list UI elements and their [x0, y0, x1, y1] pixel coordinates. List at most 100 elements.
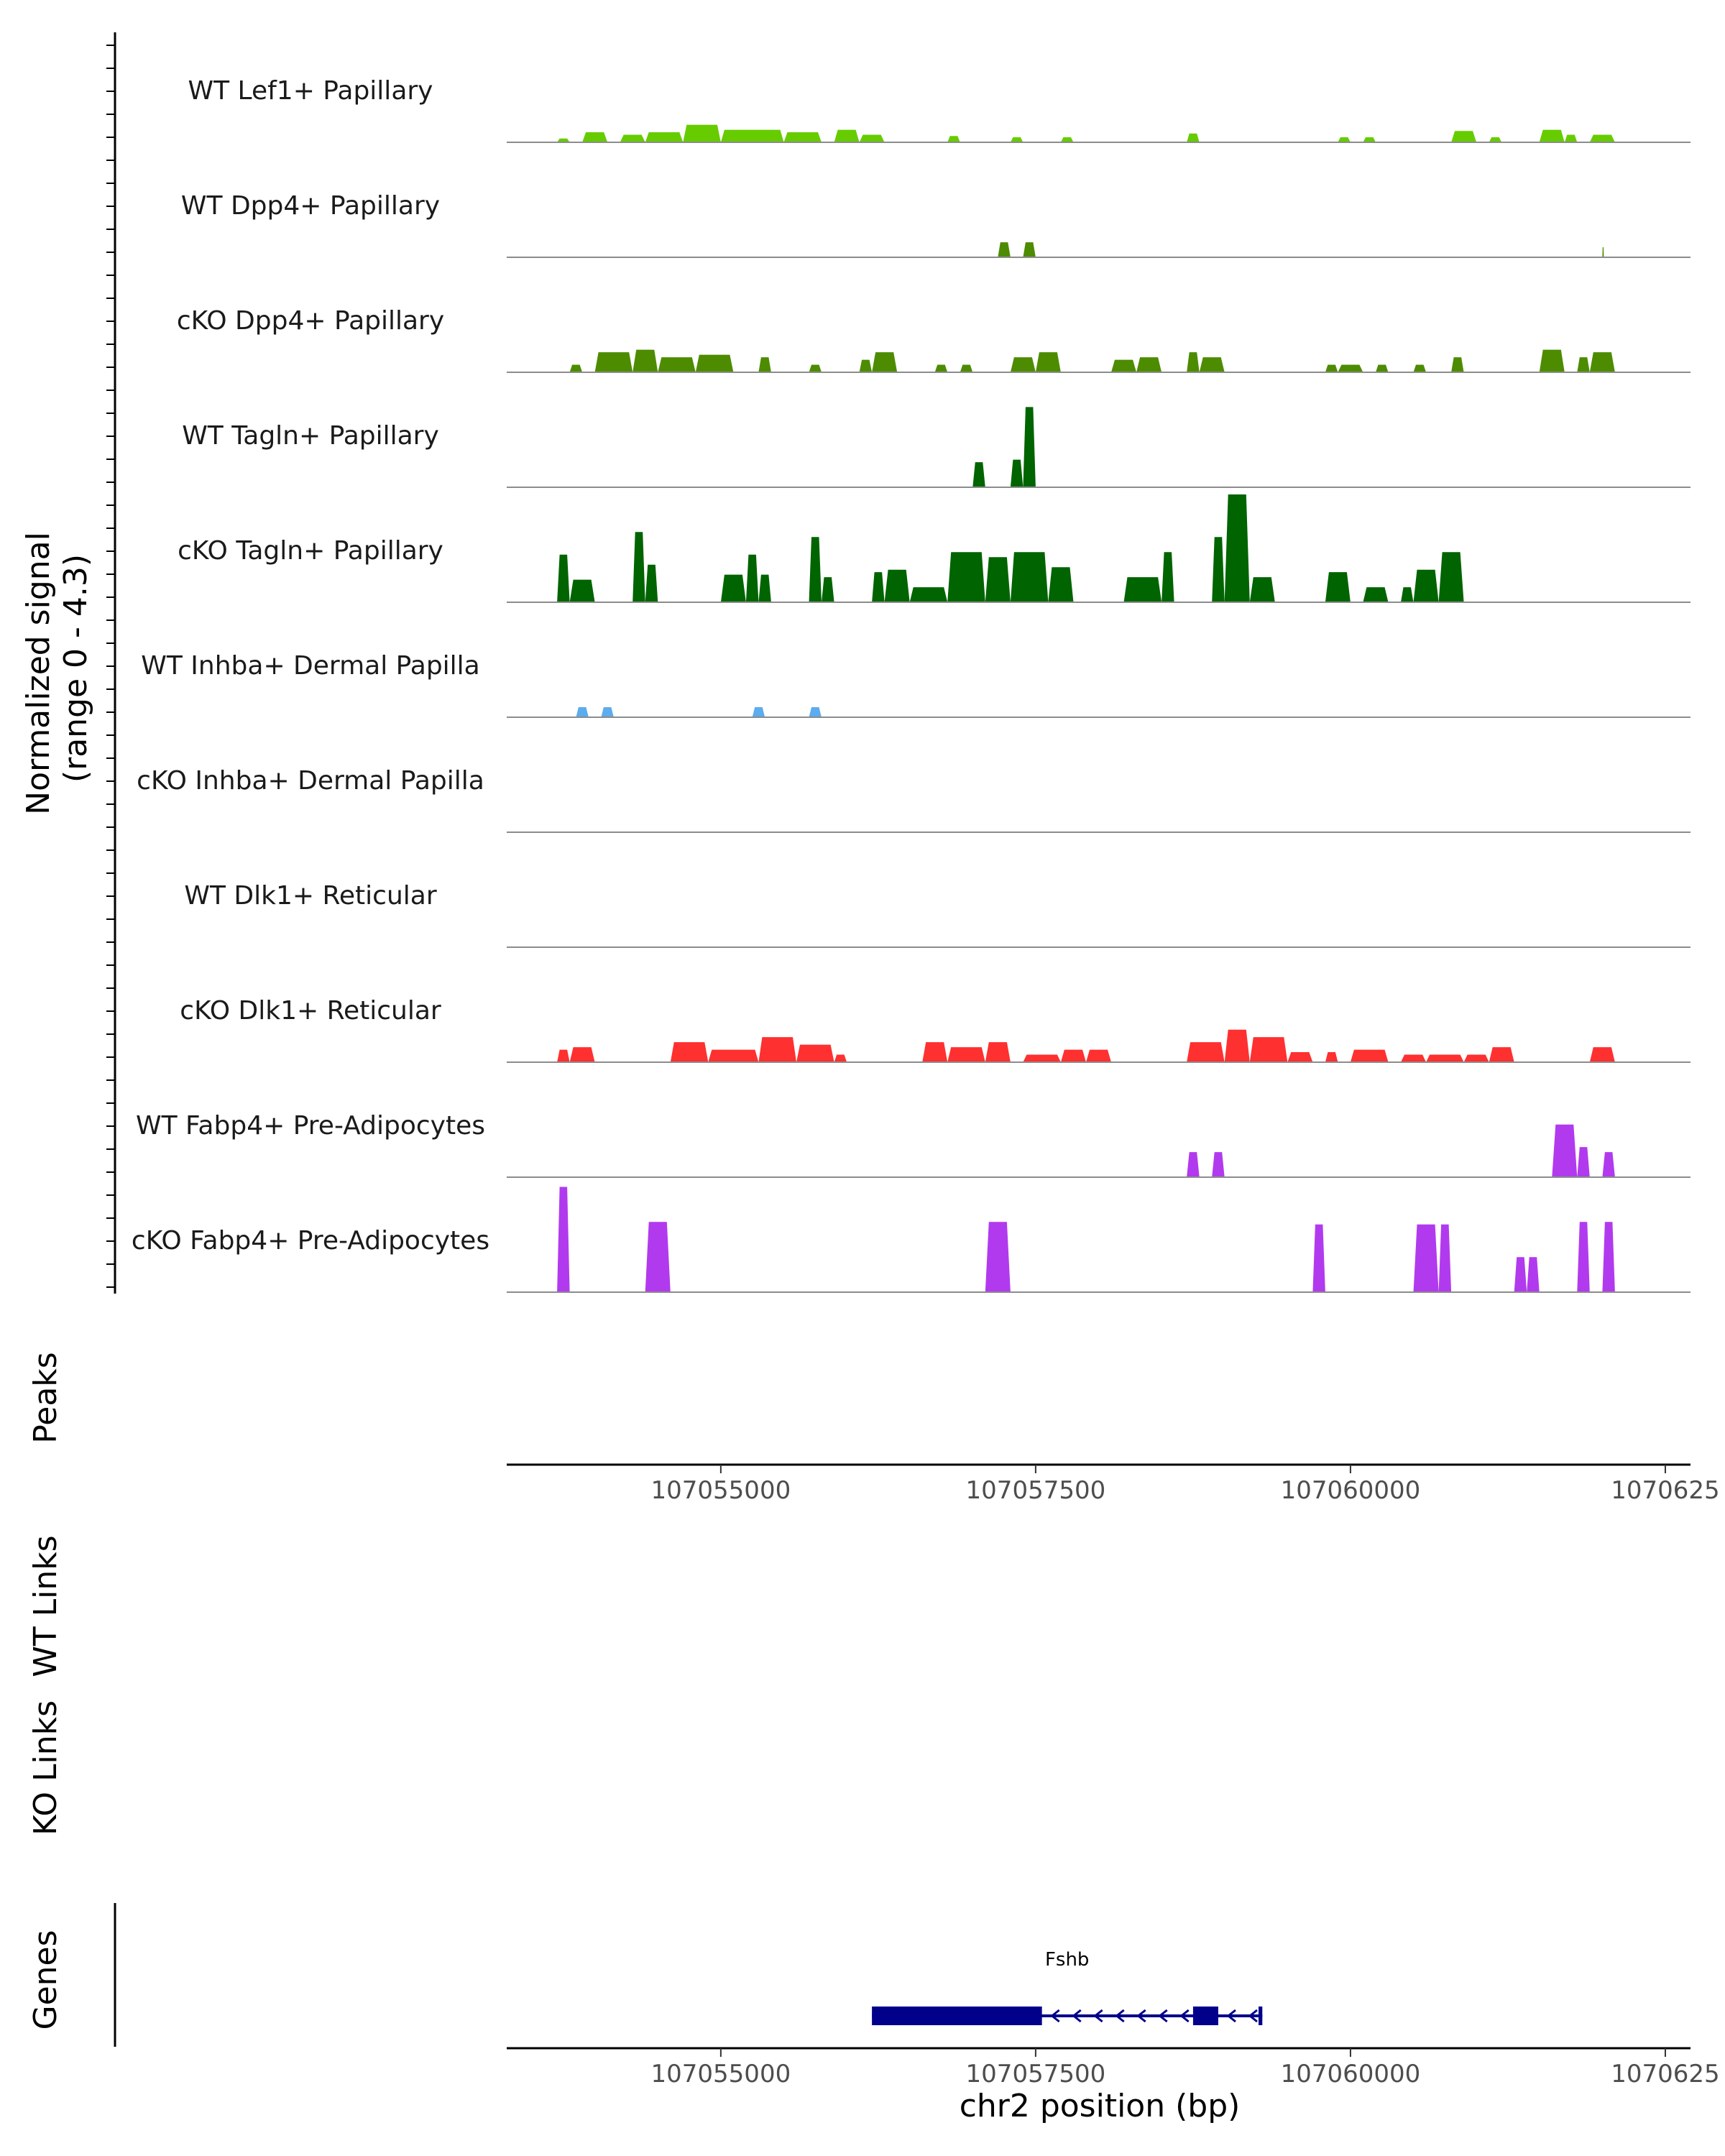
signal-peak: [1589, 352, 1615, 372]
signal-peak: [1602, 1152, 1615, 1177]
signal-peak: [998, 242, 1011, 257]
signal-peak: [601, 707, 614, 717]
track-wt-dpp4-papillary: WT Dpp4+ Papillary: [181, 191, 1690, 258]
signal-peak: [1514, 1257, 1527, 1292]
strand-arrow: [1136, 2009, 1146, 2023]
strand-arrow: [1050, 2009, 1060, 2023]
signal-peak: [1564, 134, 1578, 142]
signal-peak: [1199, 357, 1225, 372]
signal-peak: [1338, 137, 1351, 142]
signal-peak: [1376, 364, 1389, 372]
track-label: cKO Fabp4+ Pre-Adipocytes: [132, 1226, 489, 1256]
signal-peak: [670, 1042, 709, 1062]
signal-peak: [1187, 1152, 1200, 1177]
strand-arrow: [1115, 2009, 1125, 2023]
y-axis-title-main: Normalized signal: [20, 532, 57, 815]
signal-peak: [569, 1047, 595, 1062]
x-tick-label: 107060000: [1281, 2060, 1421, 2088]
signal-peak: [1224, 494, 1250, 602]
track-label: WT Dpp4+ Papillary: [181, 191, 440, 221]
signal-peak: [1426, 1054, 1464, 1062]
track-cko-inhba-dermal-papilla: cKO Inhba+ Dermal Papilla: [137, 766, 1690, 833]
signal-peak: [1224, 1029, 1250, 1062]
signal-peak: [758, 574, 771, 602]
signal-peak: [1010, 552, 1049, 602]
signal-peak: [1023, 1054, 1061, 1062]
signal-peak: [1123, 577, 1162, 602]
signal-peak: [1212, 1152, 1225, 1177]
signal-peak: [1086, 1049, 1111, 1062]
track-label: WT Lef1+ Papillary: [188, 76, 433, 106]
gene-exon: [872, 2007, 1042, 2025]
signal-peak: [1187, 133, 1200, 142]
track-wt-lef1-papillary: WT Lef1+ Papillary: [188, 76, 1690, 143]
signal-peak: [632, 349, 658, 372]
signal-peak: [1589, 134, 1615, 142]
signal-peak: [645, 1222, 671, 1292]
signal-peak: [569, 579, 595, 602]
gene-exon: [1259, 2007, 1263, 2025]
signal-peak: [594, 352, 633, 372]
signal-peak: [947, 552, 985, 602]
signal-peak: [1552, 1124, 1578, 1177]
signal-peak: [720, 129, 784, 142]
signal-peak: [1010, 357, 1036, 372]
signal-peak: [1023, 242, 1036, 257]
x-tick-label: 107057500: [966, 2060, 1106, 2088]
signal-peak: [1413, 569, 1439, 602]
wt-links-track-title: WT Links: [27, 1535, 64, 1677]
signal-peak: [1249, 1037, 1288, 1062]
strand-arrow: [1248, 2009, 1258, 2023]
signal-peak: [1350, 1049, 1389, 1062]
signal-peak: [745, 554, 759, 602]
signal-peak: [960, 364, 973, 372]
signal-peak: [1539, 349, 1565, 372]
signal-peak: [1287, 1052, 1313, 1062]
signal-peak: [1413, 364, 1427, 372]
signal-peak: [1312, 1224, 1325, 1292]
signal-peak: [1060, 1049, 1086, 1062]
signal-peak: [872, 572, 885, 602]
signal-peak: [1401, 587, 1414, 602]
signal-peak: [1325, 1052, 1338, 1062]
signal-peak: [796, 1044, 834, 1062]
signal-peak: [1187, 1042, 1225, 1062]
signal-peak: [985, 557, 1011, 602]
track-cko-dpp4-papillary: cKO Dpp4+ Papillary: [177, 306, 1690, 373]
signal-peak: [1212, 537, 1225, 602]
strand-arrow: [1226, 2009, 1236, 2023]
signal-peak: [632, 532, 645, 602]
signal-peak: [783, 132, 822, 142]
x-tick-label: 107057500: [966, 1476, 1106, 1505]
track-cko-dlk1-reticular: cKO Dlk1+ Reticular: [180, 996, 1690, 1063]
signal-peak: [720, 574, 746, 602]
signal-peak: [645, 564, 658, 602]
track-cko-tagln-papillary: cKO Tagln+ Papillary: [178, 494, 1690, 603]
signal-peak: [1023, 407, 1036, 487]
signal-peak: [1187, 352, 1200, 372]
signal-y-axis: [106, 32, 116, 1294]
track-label: cKO Dlk1+ Reticular: [180, 996, 441, 1026]
track-label: cKO Inhba+ Dermal Papilla: [137, 766, 484, 796]
signal-peak: [658, 357, 696, 372]
x-axis-title: chr2 position (bp): [960, 2088, 1241, 2124]
signal-peak: [1060, 137, 1074, 142]
x-tick-label: 1070625: [1611, 1476, 1719, 1505]
track-label: WT Inhba+ Dermal Papilla: [141, 651, 479, 681]
signal-peak: [557, 138, 570, 142]
signal-peak: [947, 136, 960, 142]
signal-peak: [872, 352, 898, 372]
signal-peak: [758, 357, 771, 372]
signal-peak: [1602, 247, 1604, 257]
signal-peak: [884, 569, 910, 602]
signal-peak: [1438, 552, 1464, 602]
peaks-track-title: Peaks: [27, 1352, 64, 1443]
signal-peak: [1489, 137, 1502, 142]
signal-peak: [569, 364, 583, 372]
signal-peak: [557, 1049, 570, 1062]
signal-peak: [1363, 587, 1389, 602]
signal-peak: [1577, 1147, 1590, 1177]
signal-peak: [758, 1037, 796, 1062]
track-wt-dlk1-reticular: WT Dlk1+ Reticular: [184, 881, 1690, 948]
